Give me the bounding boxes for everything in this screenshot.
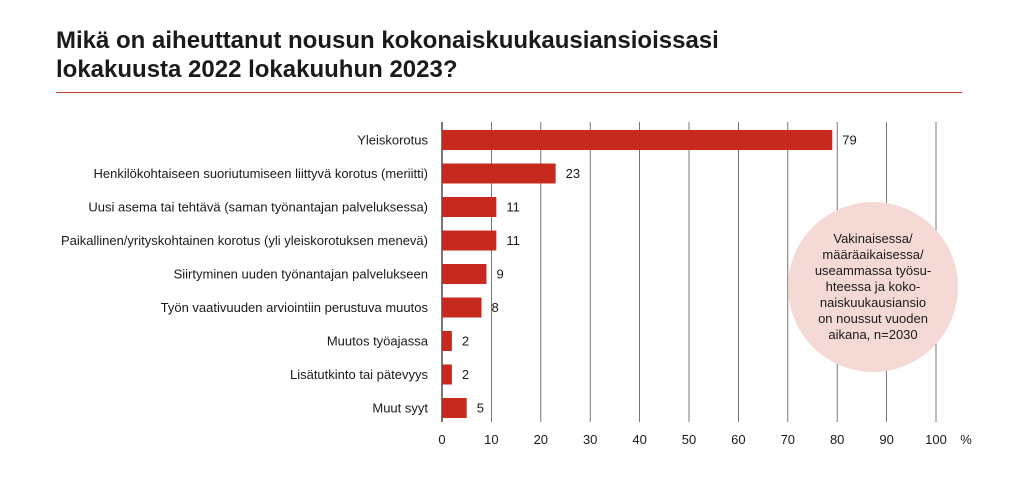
chart-title: Mikä on aiheuttanut nousun kokonaiskuuka… <box>56 26 776 84</box>
value-label: 79 <box>842 133 856 148</box>
bar <box>442 297 482 318</box>
x-tick-label: 0 <box>438 432 445 447</box>
bar <box>442 331 452 351</box>
x-tick-label: 80 <box>830 432 844 447</box>
bar <box>442 264 487 284</box>
x-tick-label: 60 <box>731 432 745 447</box>
value-label: 23 <box>566 166 580 181</box>
category-label: Muutos työajassa <box>327 334 429 349</box>
value-label: 2 <box>462 367 469 382</box>
category-label: Siirtyminen uuden työnantajan palvelukse… <box>174 267 428 282</box>
bar <box>442 197 497 217</box>
x-tick-label: 90 <box>879 432 893 447</box>
value-label: 9 <box>496 267 503 282</box>
x-axis-unit: % <box>960 432 972 447</box>
x-tick-label: 70 <box>781 432 795 447</box>
value-label: 5 <box>477 401 484 416</box>
title-divider <box>56 92 962 93</box>
x-tick-label: 50 <box>682 432 696 447</box>
annotation-bubble: Vakinaisessa/ määräaikaisessa/ useammass… <box>788 202 958 372</box>
x-tick-label: 20 <box>534 432 548 447</box>
bar <box>442 230 497 251</box>
category-label: Työn vaativuuden arviointiin perustuva m… <box>161 300 429 315</box>
category-label: Lisätutkinto tai pätevyys <box>290 367 429 382</box>
value-label: 11 <box>506 233 519 248</box>
value-label: 11 <box>506 200 519 215</box>
category-label: Henkilökohtaiseen suoriutumiseen liittyv… <box>93 166 428 181</box>
annotation-text: Vakinaisessa/ määräaikaisessa/ useammass… <box>814 231 932 342</box>
category-label: Yleiskorotus <box>357 133 428 148</box>
category-label: Muut syyt <box>372 401 428 416</box>
x-tick-label: 100 <box>925 432 947 447</box>
bar <box>442 364 452 385</box>
x-tick-label: 40 <box>632 432 646 447</box>
value-label: 8 <box>492 300 499 315</box>
x-tick-label: 10 <box>484 432 498 447</box>
bar <box>442 398 467 418</box>
value-label: 2 <box>462 334 469 349</box>
x-tick-label: 30 <box>583 432 597 447</box>
chart-title-line-1: Mikä on aiheuttanut nousun kokonaiskuuka… <box>56 27 719 54</box>
category-label: Paikallinen/yrityskohtainen korotus (yli… <box>61 233 428 248</box>
category-label: Uusi asema tai tehtävä (saman työnantaja… <box>88 200 428 215</box>
bar <box>442 130 833 150</box>
chart-title-line-2: lokakuusta 2022 lokakuuhun 2023? <box>56 56 458 83</box>
bar <box>442 163 556 184</box>
